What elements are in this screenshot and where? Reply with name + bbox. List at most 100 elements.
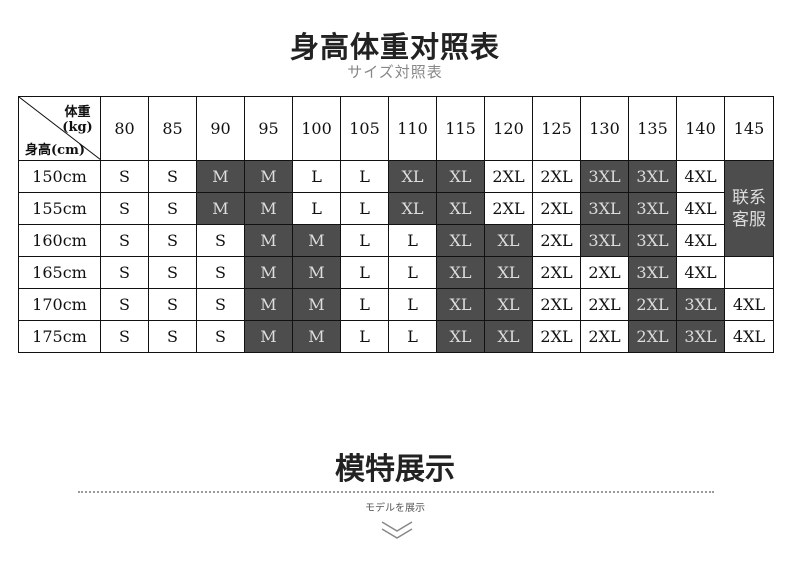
height-label-cell: 170cm [18,288,101,321]
size-cell: M [292,224,341,257]
size-cell: S [148,320,197,353]
height-label-cell: 155cm [18,192,101,225]
size-cell: M [292,256,341,289]
size-cell: 3XL [580,224,629,257]
weight-header-cell: 105 [340,96,389,161]
size-cell: S [148,224,197,257]
size-cell: S [100,160,149,193]
table-row: 175cm S S S M M L L XL XL 2XL 2XL 2XL 3XL 4XL [18,320,774,353]
size-cell: XL [436,224,485,257]
size-cell: S [196,288,245,321]
weight-header-cell: 80 [100,96,149,161]
size-cell: L [340,224,389,257]
size-cell: 2XL [532,320,581,353]
size-cell: 2XL [628,288,677,321]
size-cell: 2XL [532,224,581,257]
weight-header-cell: 135 [628,96,677,161]
size-cell: 2XL [484,192,533,225]
diagonal-divider [19,97,101,160]
size-cell: M [244,320,293,353]
size-cell: 2XL [580,256,629,289]
height-label-cell: 175cm [18,320,101,353]
size-cell: 2XL [628,320,677,353]
weight-header-cell: 90 [196,96,245,161]
weight-header-cell: 120 [484,96,533,161]
size-cell [724,256,774,289]
weight-header-cell: 100 [292,96,341,161]
size-cell: M [244,192,293,225]
weight-header-cell: 140 [676,96,725,161]
size-cell: L [388,224,437,257]
weight-header-cell: 85 [148,96,197,161]
size-cell: 4XL [676,256,725,289]
section-subtitle: モデルを展示 [365,503,425,514]
size-cell: 2XL [532,256,581,289]
size-cell: L [340,320,389,353]
weight-header-cell: 145 [724,96,774,161]
size-cell: M [196,192,245,225]
weight-header-cell: 125 [532,96,581,161]
size-cell: 2XL [532,192,581,225]
contact-support-cell: 联系客服 [724,160,774,257]
height-axis-label: 身高(cm) [25,143,85,158]
size-cell: 3XL [676,288,725,321]
size-cell: XL [484,224,533,257]
size-cell: XL [436,256,485,289]
table-row: 165cm S S S M M L L XL XL 2XL 2XL 3XL 4XL [18,256,774,289]
size-cell: S [148,160,197,193]
page-subtitle: サイズ対照表 [347,63,443,81]
header-row: 体重(kg) 身高(cm) 80 85 90 95 100 105 110 115 120 125… [18,96,774,161]
size-cell: M [244,160,293,193]
size-cell: 4XL [724,288,774,321]
double-chevron-down-icon [381,521,413,539]
size-cell: S [196,256,245,289]
size-cell: L [340,192,389,225]
size-cell: L [292,160,341,193]
size-cell: 4XL [676,224,725,257]
size-cell: XL [436,320,485,353]
size-cell: 3XL [628,192,677,225]
table-row: 160cm S S S M M L L XL XL 2XL 3XL 3XL 4XL [18,224,774,257]
table-row: 170cm S S S M M L L XL XL 2XL 2XL 2XL 3XL 4XL [18,288,774,321]
size-cell: 2XL [580,288,629,321]
size-cell: L [388,288,437,321]
size-cell: S [100,288,149,321]
size-cell: M [244,256,293,289]
section-title: 模特展示 [335,452,455,487]
size-cell: L [340,256,389,289]
size-cell: M [244,224,293,257]
size-chart-table: 体重(kg) 身高(cm) 80 85 90 95 100 105 110 115 120 125… [18,96,774,353]
table-row: 155cm S S M M L L XL XL 2XL 2XL 3XL 3XL 4XL [18,192,774,225]
weight-header-cell: 95 [244,96,293,161]
size-cell: S [100,224,149,257]
size-cell: 3XL [580,160,629,193]
size-cell: S [100,256,149,289]
weight-header-cell: 115 [436,96,485,161]
height-label-cell: 150cm [18,160,101,193]
weight-header-cell: 110 [388,96,437,161]
size-cell: 2XL [532,288,581,321]
size-cell: S [100,192,149,225]
size-cell: 3XL [628,256,677,289]
size-cell: XL [484,320,533,353]
size-cell: S [148,256,197,289]
size-cell: L [292,192,341,225]
corner-header-cell: 体重(kg) 身高(cm) [18,96,101,161]
size-cell: XL [388,160,437,193]
size-cell: XL [436,288,485,321]
size-cell: M [292,320,341,353]
size-cell: M [196,160,245,193]
size-cell: 3XL [628,160,677,193]
size-cell: L [340,288,389,321]
size-cell: 2XL [580,320,629,353]
size-cell: S [100,320,149,353]
size-cell: 3XL [580,192,629,225]
size-cell: 4XL [724,320,774,353]
size-cell: L [340,160,389,193]
size-cell: 2XL [532,160,581,193]
size-cell: 3XL [628,224,677,257]
size-cell: L [388,320,437,353]
size-cell: L [388,256,437,289]
size-cell: XL [436,160,485,193]
size-cell: 2XL [484,160,533,193]
